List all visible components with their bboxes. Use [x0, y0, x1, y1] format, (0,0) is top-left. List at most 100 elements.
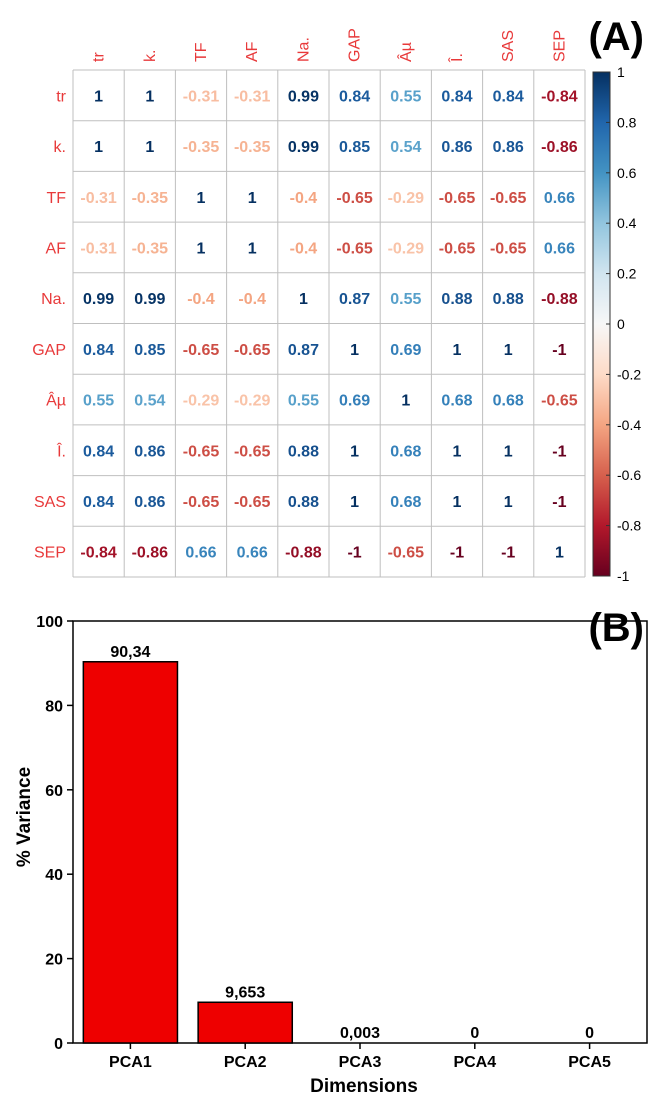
- row-label: Âµ: [46, 391, 66, 410]
- correlation-value: 1: [504, 443, 513, 460]
- correlation-value: 0.86: [134, 494, 165, 511]
- correlation-value: -0.31: [183, 88, 220, 105]
- correlation-value: 1: [197, 190, 206, 207]
- y-tick-label: 60: [45, 783, 63, 800]
- correlation-value: 1: [94, 88, 103, 105]
- correlation-value: 1: [504, 494, 513, 511]
- bar: [82, 661, 179, 1044]
- correlation-value: 0.87: [339, 291, 370, 308]
- row-label: SEP: [34, 545, 66, 562]
- correlation-value: -1: [552, 443, 566, 460]
- correlation-value: 1: [197, 240, 206, 257]
- correlation-value: -0.65: [183, 342, 220, 359]
- correlation-value: -0.65: [183, 443, 220, 460]
- column-label: Âµ: [396, 42, 415, 62]
- correlation-value: 0.68: [493, 393, 524, 410]
- correlation-value: 0.99: [288, 139, 319, 156]
- correlation-value: 1: [248, 190, 257, 207]
- correlation-value: 1: [453, 443, 462, 460]
- bar-value-label: 0: [470, 1025, 479, 1042]
- correlation-value: 1: [504, 342, 513, 359]
- correlation-value: 0.54: [390, 139, 421, 156]
- column-label: k.: [142, 50, 159, 62]
- panel-label-a: (A): [588, 15, 644, 59]
- correlation-value: -0.4: [187, 291, 215, 308]
- y-tick-label: 100: [36, 614, 63, 631]
- column-label: TF: [193, 42, 210, 62]
- correlation-value: 1: [350, 443, 359, 460]
- correlation-value: 0.68: [390, 443, 421, 460]
- correlation-value: -0.31: [80, 190, 117, 207]
- heatmap-column-labels: tr k. TF AF Na. GAP Âµ Î. SAS SEP: [91, 28, 569, 63]
- correlation-value: -0.4: [238, 291, 266, 308]
- correlation-value: 0.85: [339, 139, 370, 156]
- heatmap-cells: 1 1 -0.31 -0.31 0.99 0.84 0.55 0.84 0.84 -0.84 1 1 -…: [80, 88, 577, 561]
- x-tick-label: PCA1: [109, 1054, 152, 1071]
- bar-value-label: 0: [585, 1025, 594, 1042]
- y-tick-label: 40: [45, 867, 63, 884]
- correlation-value: -0.65: [336, 190, 373, 207]
- correlation-value: -0.88: [541, 291, 578, 308]
- x-tick-label: PCA4: [453, 1054, 496, 1071]
- correlation-value: 1: [350, 342, 359, 359]
- colorbar-tick-label: -1: [617, 568, 630, 584]
- correlation-value: 0.85: [134, 342, 165, 359]
- correlation-value: -1: [552, 342, 566, 359]
- colorbar-tick-label: 1: [617, 64, 625, 80]
- correlation-value: 0.86: [441, 139, 472, 156]
- correlation-value: -0.31: [234, 88, 271, 105]
- correlation-value: 0.84: [493, 88, 524, 105]
- y-tick-label: 80: [45, 698, 63, 715]
- correlation-value: -0.4: [290, 240, 318, 257]
- correlation-value: 0.69: [339, 393, 370, 410]
- correlation-value: -0.29: [388, 190, 425, 207]
- bar-value-label: 9,653: [225, 984, 265, 1001]
- correlation-value: -0.35: [132, 240, 169, 257]
- correlation-value: -0.29: [183, 393, 220, 410]
- correlation-value: -0.65: [388, 545, 425, 562]
- colorbar: 1 0.8 0.6 0.4 0.2 0 -0.2 -0.4 -0.6 -0.8 -1: [592, 64, 641, 584]
- correlation-value: -0.65: [490, 190, 527, 207]
- correlation-value: -0.31: [80, 240, 117, 257]
- bar: [197, 1001, 294, 1044]
- correlation-value: 0.84: [83, 342, 114, 359]
- correlation-value: 1: [401, 393, 410, 410]
- x-tick-label: PCA2: [224, 1054, 267, 1071]
- x-axis-label: Dimensions: [310, 1076, 418, 1097]
- colorbar-tick-label: 0.4: [617, 215, 637, 231]
- correlation-value: 0.86: [493, 139, 524, 156]
- correlation-value: 0.66: [237, 545, 268, 562]
- correlation-value: -0.84: [541, 88, 578, 105]
- column-label: Na.: [295, 37, 312, 62]
- row-label: k.: [54, 139, 66, 156]
- colorbar-tick-label: -0.4: [617, 417, 641, 433]
- correlation-value: 1: [453, 342, 462, 359]
- correlation-value: 0.84: [339, 88, 370, 105]
- correlation-value: 0.88: [288, 494, 319, 511]
- column-label: SAS: [500, 30, 517, 62]
- correlation-value: -1: [552, 494, 566, 511]
- correlation-value: 0.68: [441, 393, 472, 410]
- colorbar-tick-label: -0.8: [617, 518, 641, 534]
- correlation-value: 0.66: [544, 240, 575, 257]
- correlation-value: -1: [501, 545, 515, 562]
- correlation-value: -0.88: [285, 545, 322, 562]
- correlation-panel: (A) 1 1 -0.31 -0.31 0.99 0.84 0.55 0.84 0.84 -0.8…: [32, 15, 644, 584]
- correlation-value: 0.87: [288, 342, 319, 359]
- colorbar-tick-label: 0: [617, 316, 625, 332]
- row-label: GAP: [32, 342, 66, 359]
- correlation-value: -1: [450, 545, 464, 562]
- row-label: tr: [56, 88, 66, 105]
- row-label: SAS: [34, 494, 66, 511]
- row-label: Î.: [56, 441, 66, 460]
- correlation-value: 0.55: [390, 291, 421, 308]
- correlation-value: -0.86: [541, 139, 578, 156]
- correlation-value: 0.66: [544, 190, 575, 207]
- colorbar-tick-label: 0.8: [617, 114, 637, 130]
- correlation-value: -0.35: [183, 139, 220, 156]
- colorbar-tick-label: 0.6: [617, 165, 637, 181]
- bars: 90,34 9,653 0,003 0 0: [82, 644, 594, 1044]
- column-label: AF: [244, 41, 261, 62]
- correlation-value: 0.99: [288, 88, 319, 105]
